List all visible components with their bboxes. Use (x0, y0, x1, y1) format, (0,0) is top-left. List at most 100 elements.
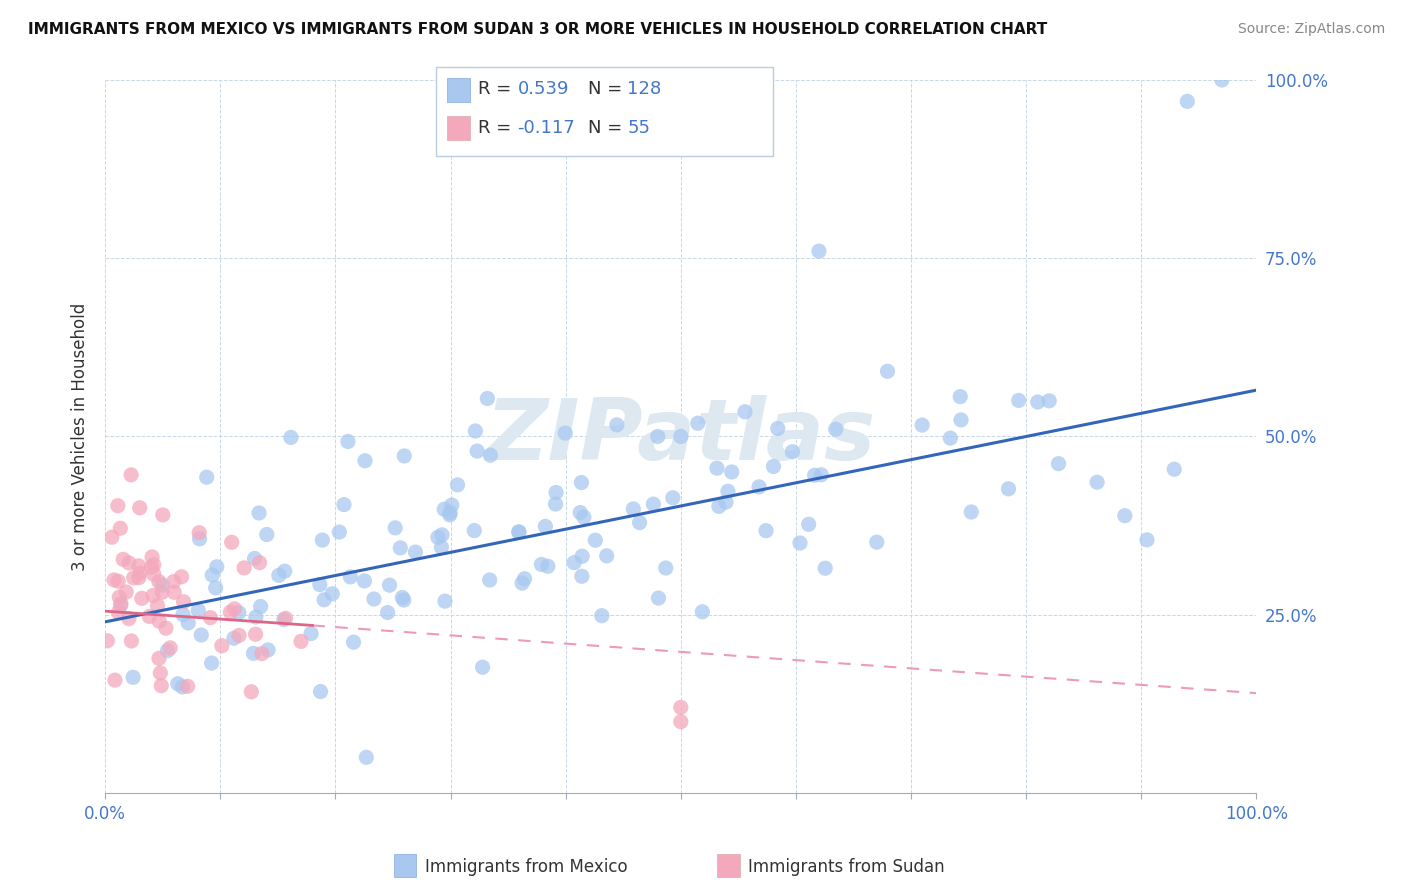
Point (311, 533, 333, 547)
Point (628, 516, 651, 530)
Point (104, 673, 127, 687)
Point (911, 418, 934, 433)
Point (782, 444, 804, 458)
Point (201, 568, 224, 582)
Point (378, 578, 401, 592)
Point (228, 628, 250, 642)
Point (430, 528, 453, 542)
Point (734, 405, 756, 419)
Point (148, 574, 170, 589)
Point (308, 577, 330, 591)
Point (188, 525, 211, 540)
Point (256, 527, 278, 541)
Point (273, 564, 295, 578)
Point (141, 560, 163, 574)
Text: N =: N = (588, 119, 627, 136)
Text: Immigrants from Mexico: Immigrants from Mexico (425, 858, 627, 876)
Point (797, 517, 820, 532)
Point (101, 530, 124, 544)
Point (249, 556, 271, 570)
Point (222, 632, 245, 646)
Text: R =: R = (478, 119, 517, 136)
Point (824, 422, 846, 436)
Point (242, 646, 264, 660)
Point (128, 558, 150, 573)
Point (273, 613, 295, 627)
Point (1163, 462, 1185, 476)
Point (1038, 393, 1060, 408)
Point (118, 556, 141, 570)
Point (755, 524, 778, 538)
Point (110, 521, 132, 535)
Point (110, 599, 132, 613)
Point (172, 607, 194, 622)
Point (205, 559, 228, 574)
Point (267, 568, 290, 582)
Point (163, 585, 186, 599)
Point (353, 574, 375, 588)
Point (554, 426, 576, 441)
Point (562, 556, 585, 570)
Point (762, 459, 785, 474)
Point (433, 502, 456, 516)
Point (530, 558, 553, 572)
Point (510, 576, 533, 591)
Point (219, 605, 242, 619)
Point (669, 700, 692, 714)
Point (200, 610, 222, 624)
Point (662, 491, 685, 505)
Point (439, 508, 461, 522)
Text: 0.539: 0.539 (517, 80, 569, 98)
Point (720, 465, 742, 479)
Point (309, 684, 332, 698)
Point (1085, 475, 1108, 490)
Point (128, 500, 150, 515)
Point (245, 627, 267, 641)
Point (647, 591, 669, 605)
Point (150, 679, 173, 693)
Point (810, 467, 832, 482)
Point (148, 651, 170, 665)
Point (103, 573, 125, 587)
Point (643, 497, 665, 511)
Point (669, 714, 692, 729)
Point (224, 602, 246, 616)
Point (187, 603, 209, 617)
Point (221, 535, 243, 549)
Point (314, 592, 336, 607)
Text: 128: 128 (627, 80, 661, 98)
Point (156, 643, 179, 657)
Point (479, 448, 502, 462)
Point (544, 485, 567, 500)
Point (647, 429, 669, 443)
Text: N =: N = (588, 80, 627, 98)
Point (149, 665, 172, 680)
Point (107, 574, 129, 589)
Point (257, 643, 280, 657)
Text: -0.117: -0.117 (517, 119, 575, 136)
Point (876, 364, 898, 378)
Point (176, 679, 198, 693)
Point (354, 454, 377, 468)
Point (394, 449, 416, 463)
Point (717, 484, 740, 499)
Point (122, 571, 145, 585)
Y-axis label: 3 or more Vehicles in Household: 3 or more Vehicles in Household (72, 302, 89, 571)
Point (177, 615, 200, 630)
Text: Source: ZipAtlas.com: Source: ZipAtlas.com (1237, 22, 1385, 37)
Point (572, 510, 595, 524)
Point (1175, 95, 1198, 109)
Point (1026, 395, 1049, 409)
Point (766, 421, 789, 435)
Point (391, 591, 413, 605)
Point (204, 581, 226, 595)
Point (439, 506, 461, 520)
Point (513, 572, 536, 586)
Point (363, 592, 385, 607)
Text: 55: 55 (627, 119, 650, 136)
Point (606, 417, 628, 432)
Point (172, 680, 194, 694)
Point (405, 545, 427, 559)
Point (152, 508, 174, 522)
Point (195, 470, 218, 484)
